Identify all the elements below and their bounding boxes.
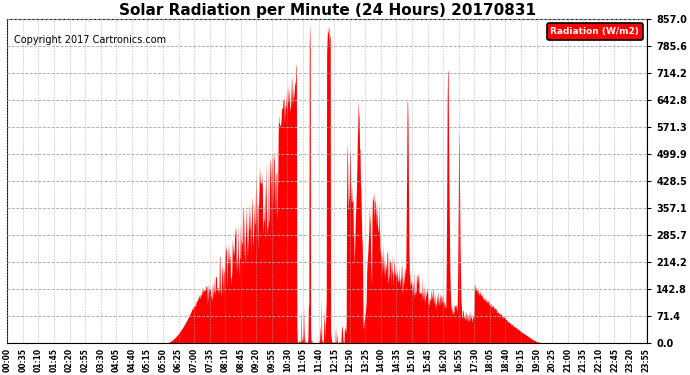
Text: Copyright 2017 Cartronics.com: Copyright 2017 Cartronics.com: [14, 35, 166, 45]
Legend: Radiation (W/m2): Radiation (W/m2): [546, 24, 643, 40]
Title: Solar Radiation per Minute (24 Hours) 20170831: Solar Radiation per Minute (24 Hours) 20…: [119, 3, 536, 18]
